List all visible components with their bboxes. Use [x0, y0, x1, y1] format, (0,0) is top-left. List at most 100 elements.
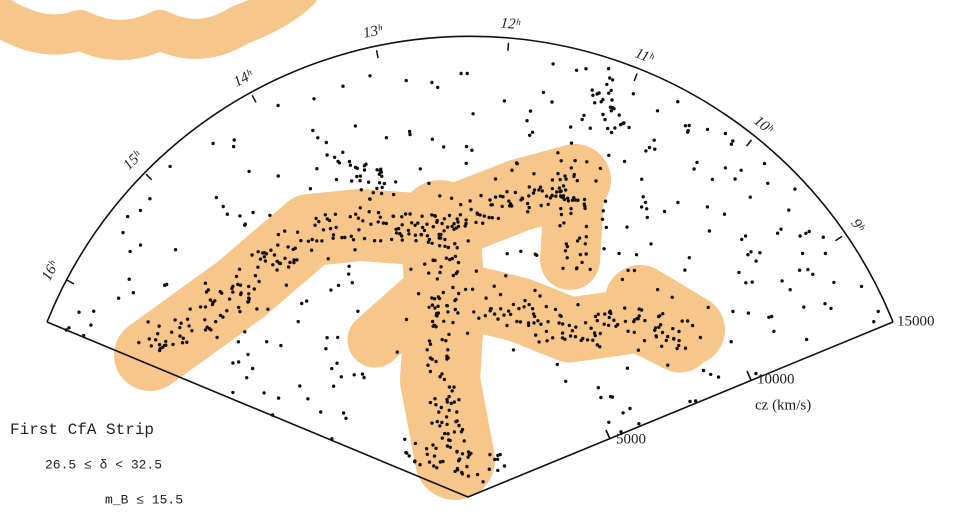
galaxy [414, 442, 417, 445]
galaxy [598, 345, 601, 348]
galaxy [509, 313, 512, 316]
galaxy [209, 298, 212, 301]
galaxy [390, 238, 393, 241]
galaxy [872, 320, 875, 323]
galaxy [445, 423, 448, 426]
galaxy [457, 261, 460, 264]
galaxy [440, 372, 443, 375]
galaxy [602, 209, 605, 212]
galaxy [161, 346, 164, 349]
galaxy [621, 411, 624, 414]
galaxy [414, 234, 417, 237]
galaxy [579, 253, 582, 256]
galaxy [493, 285, 496, 288]
galaxy [92, 310, 95, 313]
galaxy [452, 385, 455, 388]
galaxy [493, 458, 496, 461]
distance-tick [606, 430, 610, 439]
galaxy [665, 339, 668, 342]
galaxy [798, 234, 801, 237]
galaxy [332, 385, 335, 388]
galaxy [342, 411, 345, 414]
galaxy [420, 233, 423, 236]
galaxy [443, 238, 446, 241]
galaxy [541, 189, 544, 192]
distance-label: 15000 [897, 313, 935, 329]
galaxy [711, 178, 714, 181]
galaxy [504, 274, 507, 277]
galaxy [325, 336, 328, 339]
galaxy [269, 249, 272, 252]
galaxy [186, 318, 189, 321]
galaxy [758, 251, 761, 254]
galaxy [400, 234, 403, 237]
galaxy [263, 255, 266, 258]
galaxy [494, 177, 497, 180]
galaxy [453, 470, 456, 473]
galaxy [391, 215, 394, 218]
galaxy [604, 200, 607, 203]
galaxy [671, 327, 674, 330]
galaxy [325, 153, 328, 156]
galaxy [626, 330, 629, 333]
galaxy [474, 221, 477, 224]
galaxy [214, 320, 217, 323]
galaxy [656, 109, 659, 112]
galaxy [545, 195, 548, 198]
galaxy [205, 290, 208, 293]
galaxy [319, 410, 322, 413]
galaxy [423, 229, 426, 232]
galaxy [185, 341, 188, 344]
galaxy [676, 100, 679, 103]
galaxy [585, 252, 588, 255]
galaxy [446, 400, 449, 403]
galaxy [426, 348, 429, 351]
galaxy [268, 214, 271, 217]
galaxy [559, 207, 562, 210]
galaxy [622, 121, 625, 124]
galaxy [554, 308, 557, 311]
galaxy [279, 262, 282, 265]
galaxy [128, 250, 131, 253]
hour-tick [252, 95, 256, 102]
galaxy [528, 206, 531, 209]
galaxy [494, 195, 497, 198]
galaxy [694, 399, 697, 402]
galaxy [375, 187, 378, 190]
galaxy [381, 186, 384, 189]
galaxy [608, 311, 611, 314]
galaxy [452, 228, 455, 231]
galaxy [65, 328, 68, 331]
galaxy [433, 306, 436, 309]
galaxy [82, 334, 85, 337]
galaxy [467, 239, 470, 242]
galaxy [178, 334, 181, 337]
galaxy [157, 324, 160, 327]
galaxy [584, 242, 587, 245]
galaxy [246, 300, 249, 303]
galaxy [653, 139, 656, 142]
galaxy [663, 210, 666, 213]
galaxy [606, 127, 609, 130]
galaxy [576, 239, 579, 242]
galaxy [408, 454, 411, 457]
galaxy [327, 257, 330, 260]
galaxy [572, 196, 575, 199]
galaxy [811, 273, 814, 276]
galaxy [330, 367, 333, 370]
galaxy [779, 228, 782, 231]
galaxy [408, 130, 411, 133]
galaxy [569, 212, 572, 215]
galaxy [763, 162, 766, 165]
galaxy [555, 190, 558, 193]
galaxy [499, 293, 502, 296]
galaxy [740, 238, 743, 241]
galaxy [550, 100, 553, 103]
galaxy [204, 328, 207, 331]
galaxy [426, 234, 429, 237]
galaxy [231, 290, 234, 293]
galaxy [156, 332, 159, 335]
galaxy [596, 319, 599, 322]
galaxy [610, 89, 613, 92]
galaxy [441, 436, 444, 439]
